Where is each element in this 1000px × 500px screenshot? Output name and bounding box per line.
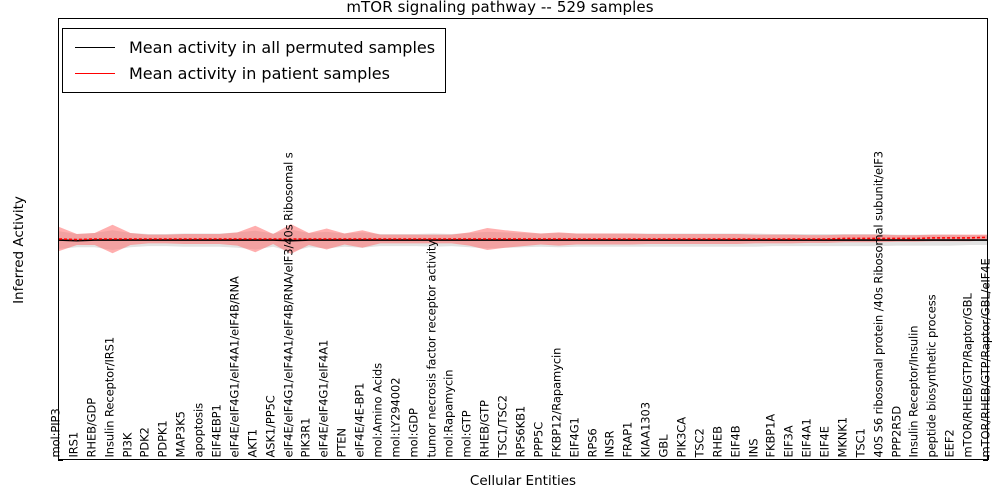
x-tick-label: INS xyxy=(746,438,760,457)
x-tick-label: PDPK1 xyxy=(155,419,170,457)
x-tick-label: ASK1/PP5C xyxy=(263,394,278,457)
x-tick-label: RHEB/GDP xyxy=(84,397,99,457)
x-tick-label: INSR xyxy=(602,430,617,457)
x-tick-label: RHEB xyxy=(710,425,725,457)
legend-line-swatch xyxy=(75,46,115,48)
plot-area xyxy=(58,18,988,460)
x-tick-label: FKBP1A xyxy=(763,413,778,457)
legend-item[interactable]: Mean activity in all permuted samples xyxy=(71,34,435,60)
x-tick-label: RPS6KB1 xyxy=(513,405,528,457)
x-tick-label: FRAP1 xyxy=(620,421,635,457)
x-tick-label: EIF4A1 xyxy=(799,417,814,457)
x-tick-label: RPS6 xyxy=(585,427,600,457)
x-tick-label: PPP2R5D xyxy=(889,405,904,457)
y-tick-mark xyxy=(58,460,63,461)
x-tick-label: TSC2 xyxy=(692,427,707,457)
x-tick-label: mol:Rapamycin xyxy=(441,369,456,457)
x-tick-label: apoptosis xyxy=(191,402,206,457)
x-tick-label: mol:GTP xyxy=(459,409,474,457)
x-tick-label: GBL xyxy=(656,434,671,457)
x-tick-label: eIF4E/eIF4G1/eIF4A1 xyxy=(316,339,331,457)
y-tick-mark xyxy=(983,460,988,461)
x-tick-label: TSC1/TSC2 xyxy=(495,394,510,457)
y-axis-title: Inferred Activity xyxy=(11,196,27,304)
x-tick-label: mol:GDP xyxy=(406,407,421,457)
x-tick-label: KIAA1303 xyxy=(638,401,653,457)
x-tick-label: PIK3CA xyxy=(674,416,689,457)
x-tick-label: EEF2 xyxy=(942,428,957,457)
x-tick-label: eIF4E/eIF4G1/eIF4A1/eIF4B/RNA/eIF3/40s R… xyxy=(281,151,295,457)
x-tick-label: FKBP12/Rapamycin xyxy=(549,347,564,457)
x-tick-label: Insulin Receptor/Insulin xyxy=(906,325,921,457)
x-tick-label: mTOR/RHEB/GTP/Raptor/GBL/eIF4E xyxy=(978,257,993,457)
x-tick-label: MAP3K5 xyxy=(173,410,188,457)
chart-title: mTOR signaling pathway -- 529 samples xyxy=(346,0,654,16)
legend-label: Mean activity in patient samples xyxy=(129,63,390,83)
x-tick-label: tumor necrosis factor receptor activity xyxy=(424,239,439,457)
legend-label: Mean activity in all permuted samples xyxy=(129,37,436,57)
legend-line-swatch xyxy=(75,72,115,74)
x-tick-label: MKNK1 xyxy=(835,416,850,457)
x-tick-mark xyxy=(988,455,989,460)
data-series-layer xyxy=(59,224,987,254)
x-tick-label: EIF4B xyxy=(728,425,743,457)
x-tick-label: EIF3A xyxy=(781,425,796,457)
x-tick-label: mol:Amino Acids xyxy=(370,362,385,457)
x-tick-label: PTEN xyxy=(334,427,349,457)
x-tick-label: mol:LY294002 xyxy=(388,377,403,457)
x-tick-label: PDK2 xyxy=(137,426,152,457)
x-tick-label: EIF4G1 xyxy=(567,416,582,457)
x-tick-label: Insulin Receptor/IRS1 xyxy=(102,336,117,457)
x-tick-label: peptide biosynthetic process xyxy=(924,294,939,457)
x-tick-label: TSC1 xyxy=(853,427,868,457)
x-tick-label: mTOR/RHEB/GTP/Raptor/GBL xyxy=(960,292,975,457)
chart-legend: Mean activity in all permuted samples Mea… xyxy=(62,28,447,93)
x-tick-label: PIK3R1 xyxy=(298,417,313,457)
x-tick-label: RHEB/GTP xyxy=(477,399,492,457)
x-tick-label: PPP5C xyxy=(531,421,546,457)
x-tick-label: eIF4E/eIF4G1/eIF4A1/eIF4B/RNA xyxy=(227,275,242,457)
x-tick-label: 40S S6 ribosomal protein /40s Ribosomal … xyxy=(871,150,886,457)
x-tick-label: eIF4E/4E-BP1 xyxy=(352,382,367,457)
x-tick-label: mol:PIP3 xyxy=(48,407,63,457)
x-axis-title: Cellular Entities xyxy=(469,473,577,489)
x-tick-label: EIF4EBP1 xyxy=(209,403,224,457)
series-line-permuted xyxy=(59,239,987,242)
x-tick-label: IRS1 xyxy=(66,431,81,457)
legend-item[interactable]: Mean activity in patient samples xyxy=(71,60,435,86)
x-tick-label: AKT1 xyxy=(245,428,260,457)
x-tick-label: PI3K xyxy=(120,432,135,457)
series-line-patient xyxy=(59,236,987,241)
x-tick-label: EIF4E xyxy=(817,425,832,457)
